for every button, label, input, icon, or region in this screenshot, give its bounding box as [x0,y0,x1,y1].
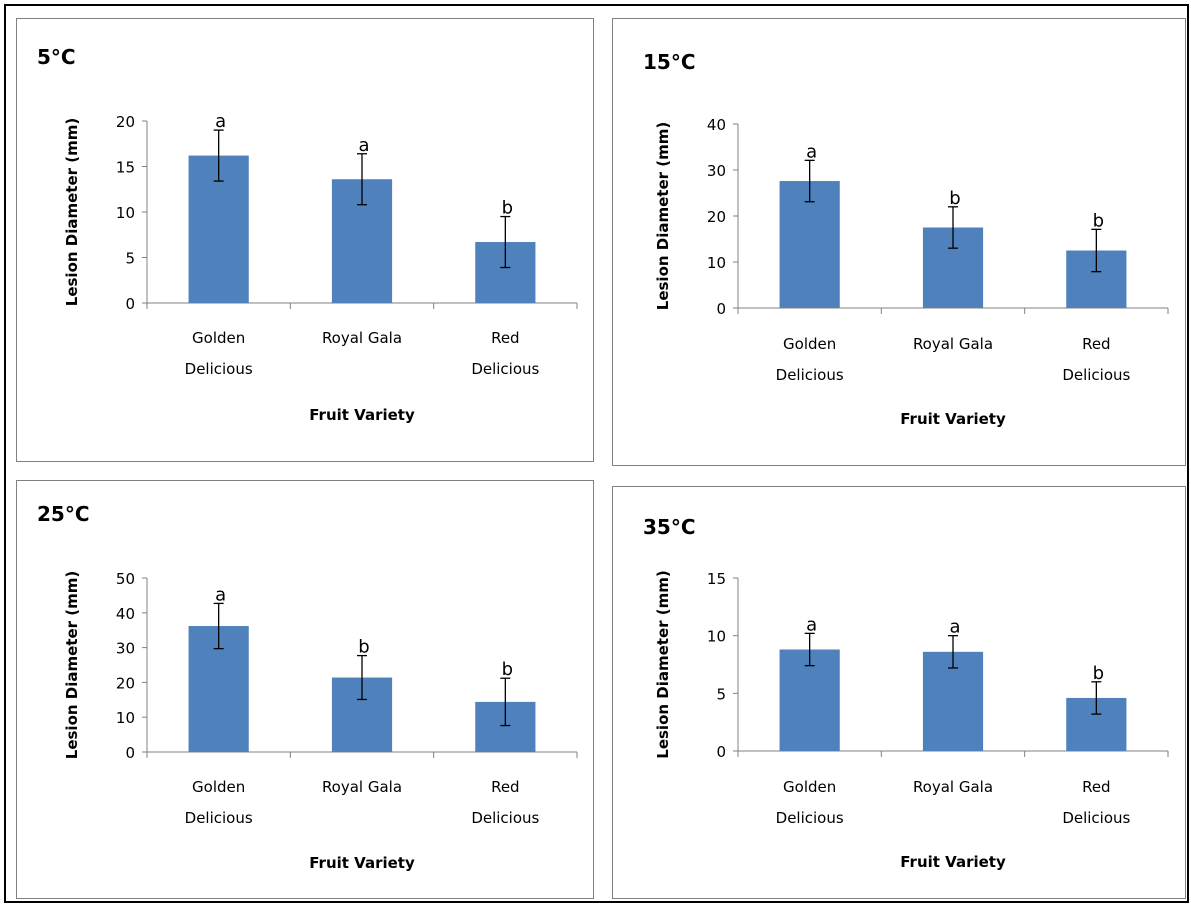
category-label: Delicious [1062,366,1130,384]
y-tick-label: 5 [716,685,726,703]
category-label: Delicious [471,809,539,827]
y-tick-label: 30 [707,162,726,180]
significance-letter: b [502,659,513,680]
category-label: Royal Gala [913,335,993,353]
category-label: Delicious [185,360,253,378]
y-axis-label: Lesion Diameter (mm) [63,118,81,306]
x-axis-label: Fruit Variety [309,406,415,424]
y-tick-label: 40 [116,605,135,623]
y-tick-label: 40 [707,116,726,134]
chart-title: 15°C [643,50,696,74]
x-axis-label: Fruit Variety [309,854,415,872]
significance-letter: b [1093,663,1104,684]
y-axis-label: Lesion Diameter (mm) [654,122,672,310]
significance-letter: a [806,614,817,635]
y-tick-label: 50 [116,570,135,588]
y-tick-label: 10 [116,709,135,727]
chart-svg: 5°C 0 5 10 15 20 a Golden Delicious a Royal Gala b R… [37,45,578,424]
category-label: Golden [783,778,836,796]
category-label: Delicious [185,809,253,827]
category-label: Red [1082,335,1111,353]
chart-svg: 35°C 0 5 10 15 a Golden Delicious a Royal Gala b Re… [643,515,1169,871]
category-label: Red [491,329,520,347]
chart-panel-15c: 15°C 0 10 20 30 40 a Golden Delicious b Royal Gala… [612,18,1186,466]
x-axis-label: Fruit Variety [900,853,1006,871]
chart-title: 25°C [37,502,90,526]
figure-frame: 5°C 0 5 10 15 20 a Golden Delicious a Royal Gala b R… [4,4,1189,903]
y-axis-label: Lesion Diameter (mm) [654,570,672,758]
significance-letter: a [358,135,369,156]
category-label: Golden [783,335,836,353]
y-tick-label: 10 [116,204,135,222]
significance-letter: a [215,584,226,605]
y-tick-label: 20 [707,208,726,226]
chart-title: 35°C [643,515,696,539]
significance-letter: a [215,111,226,132]
bar [779,649,840,751]
category-label: Royal Gala [322,329,402,347]
category-label: Red [491,778,520,796]
significance-letter: b [1093,210,1104,231]
y-tick-label: 30 [116,640,135,658]
y-tick-label: 0 [716,300,726,318]
chart-panel-35c: 35°C 0 5 10 15 a Golden Delicious a Royal Gala b Re… [612,486,1186,899]
category-label: Delicious [776,809,844,827]
category-label: Delicious [471,360,539,378]
y-tick-label: 0 [716,743,726,761]
chart-svg: 25°C 0 10 20 30 40 50 a Golden Delicious b Royal Ga… [37,502,578,872]
y-tick-label: 5 [125,250,135,268]
category-label: Golden [192,329,245,347]
y-tick-label: 10 [707,254,726,272]
category-label: Red [1082,778,1111,796]
x-axis-label: Fruit Variety [900,410,1006,428]
significance-letter: b [358,637,369,658]
y-tick-label: 10 [707,628,726,646]
significance-letter: a [949,617,960,638]
significance-letter: b [949,188,960,209]
y-tick-label: 15 [116,159,135,177]
significance-letter: a [806,141,817,162]
chart-panel-5c: 5°C 0 5 10 15 20 a Golden Delicious a Royal Gala b R… [16,18,594,462]
category-label: Golden [192,778,245,796]
chart-title: 5°C [37,45,76,69]
category-label: Royal Gala [322,778,402,796]
y-tick-label: 0 [125,744,135,762]
y-tick-label: 20 [116,674,135,692]
category-label: Royal Gala [913,778,993,796]
y-tick-label: 20 [116,113,135,131]
y-tick-label: 15 [707,570,726,588]
category-label: Delicious [1062,809,1130,827]
chart-panel-25c: 25°C 0 10 20 30 40 50 a Golden Delicious b Royal Ga… [16,480,594,899]
y-tick-label: 0 [125,295,135,313]
category-label: Delicious [776,366,844,384]
chart-svg: 15°C 0 10 20 30 40 a Golden Delicious b Royal Gala… [643,50,1169,428]
significance-letter: b [502,198,513,219]
y-axis-label: Lesion Diameter (mm) [63,571,81,759]
